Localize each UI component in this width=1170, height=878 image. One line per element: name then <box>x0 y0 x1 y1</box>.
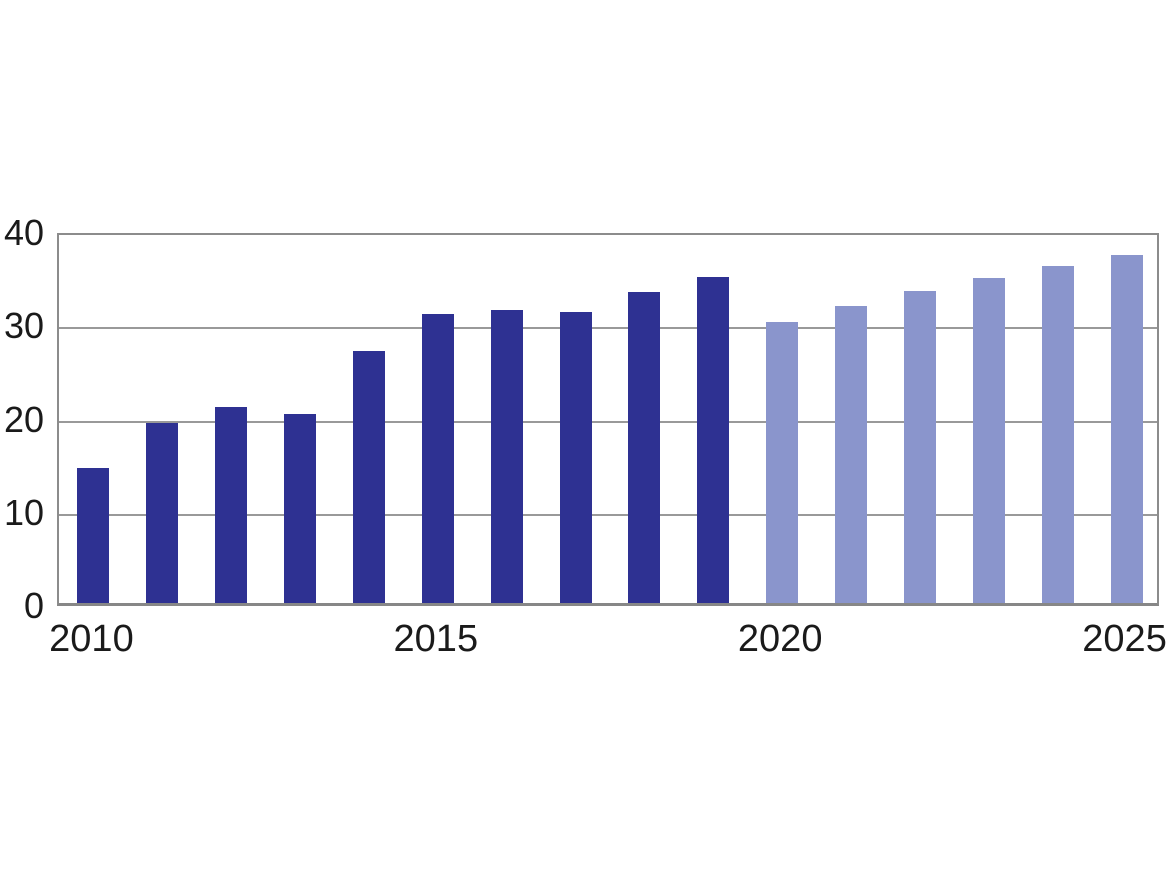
y-axis-label-0: 0 <box>23 585 44 626</box>
x-axis-label-2015: 2015 <box>393 618 479 660</box>
bar-2012 <box>215 407 248 603</box>
bar-2020 <box>766 322 799 603</box>
bar-2023 <box>972 277 1005 603</box>
y-axis-label-10: 10 <box>3 491 44 533</box>
bar-2021 <box>835 306 868 603</box>
bar-2022 <box>903 290 936 603</box>
bar-2015 <box>421 313 454 603</box>
bar-2019 <box>697 276 730 603</box>
gridline-y-10 <box>59 513 1157 516</box>
bar-2011 <box>146 423 179 603</box>
bar-2025 <box>1110 255 1143 603</box>
y-axis-label-20: 20 <box>3 398 44 440</box>
x-axis-label-2025: 2025 <box>1082 618 1167 660</box>
y-axis-label-30: 30 <box>3 305 44 347</box>
bar-2017 <box>559 312 592 603</box>
bar-2016 <box>490 310 523 603</box>
bar-2024 <box>1041 266 1074 603</box>
y-axis-label-40: 40 <box>3 212 44 253</box>
x-axis-label-2010: 2010 <box>49 618 134 660</box>
bar-2018 <box>628 291 661 603</box>
gridline-y-20 <box>59 420 1157 423</box>
gridline-y-30 <box>59 327 1157 330</box>
bar-2013 <box>284 413 317 603</box>
plot-area <box>57 233 1159 606</box>
bar-2010 <box>77 467 110 603</box>
x-axis-label-2020: 2020 <box>737 618 823 660</box>
bar-2014 <box>352 351 385 603</box>
